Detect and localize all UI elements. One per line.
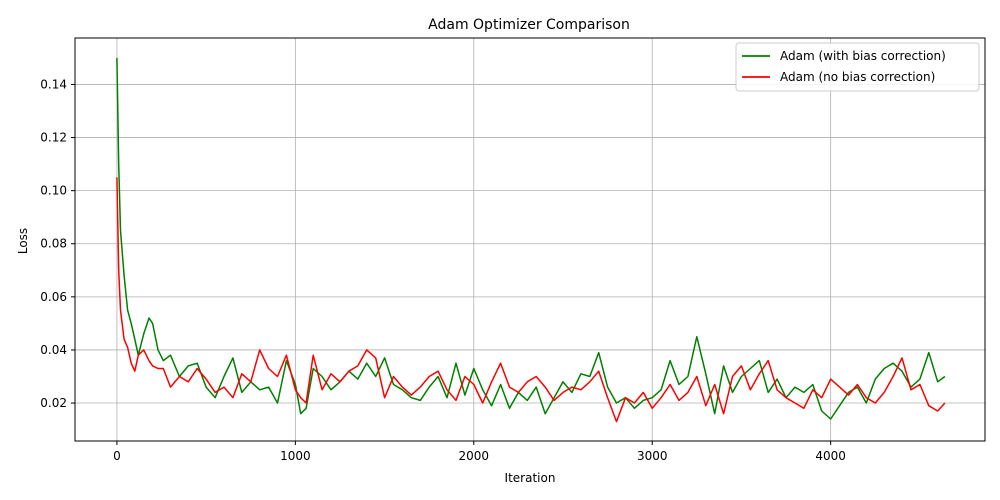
x-axis-label: Iteration [505, 471, 556, 485]
y-tick-label: 0.12 [40, 131, 67, 145]
legend: Adam (with bias correction) Adam (no bias… [735, 42, 980, 92]
y-tick-label: 0.10 [40, 184, 67, 198]
chart-title: Adam Optimizer Comparison [428, 17, 630, 33]
legend-box [735, 42, 980, 92]
legend-label-2: Adam (no bias correction) [780, 70, 935, 84]
y-axis: 0.02 0.04 0.06 0.08 0.10 0.12 0.14 [40, 77, 75, 410]
series-line-2 [116, 177, 946, 423]
x-tick-label: 4000 [815, 449, 846, 463]
series-line-1 [116, 57, 946, 420]
x-tick-label: 1000 [280, 449, 311, 463]
x-tick-label: 2000 [459, 449, 490, 463]
x-axis: 0 1000 2000 3000 4000 [113, 441, 846, 463]
y-tick-label: 0.06 [40, 290, 67, 304]
y-tick-label: 0.08 [40, 237, 67, 251]
x-tick-label: 3000 [637, 449, 668, 463]
grid-lines [75, 38, 985, 441]
x-tick-label: 0 [113, 449, 121, 463]
plot-frame [74, 37, 986, 442]
y-tick-label: 0.04 [40, 343, 67, 357]
y-axis-label: Loss [16, 228, 30, 254]
series-layer [116, 57, 946, 423]
legend-label-1: Adam (with bias correction) [780, 49, 946, 63]
y-tick-label: 0.14 [40, 77, 67, 91]
y-tick-label: 0.02 [40, 396, 67, 410]
